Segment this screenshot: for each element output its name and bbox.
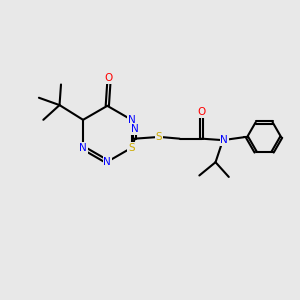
Text: N: N [79,143,87,153]
Text: S: S [128,143,135,153]
Text: N: N [128,115,135,125]
Text: O: O [105,74,113,83]
Text: N: N [131,124,139,134]
Text: S: S [156,132,162,142]
Text: N: N [220,135,228,145]
Text: N: N [103,157,111,167]
Text: O: O [198,107,206,117]
